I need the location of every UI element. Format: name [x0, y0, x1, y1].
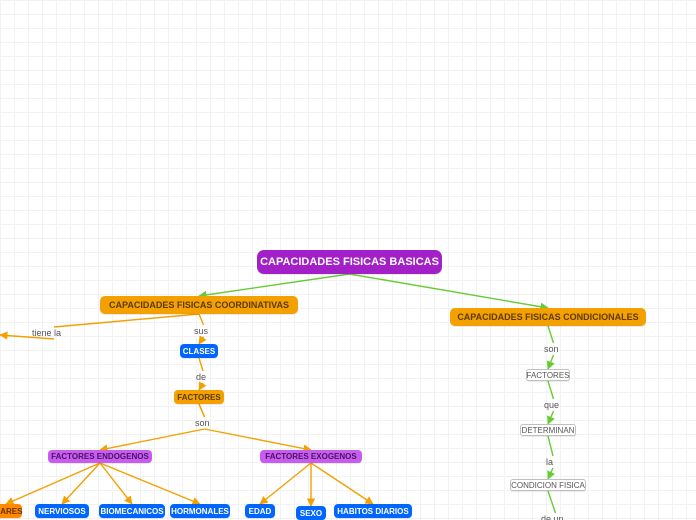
concept-map-canvas[interactable]: CAPACIDADES FISICAS BASICAS CAPACIDADES F… — [0, 0, 696, 520]
node-edad[interactable]: EDAD — [245, 504, 275, 518]
edge-label-que: que — [544, 400, 559, 410]
edge-label-son2: son — [544, 344, 559, 354]
node-label: ULARES — [0, 507, 22, 516]
edge-label-son1: son — [195, 418, 210, 428]
node-label: FACTORES ENDOGENOS — [51, 452, 149, 461]
node-exo[interactable]: FACTORES EXOGENOS — [260, 450, 362, 463]
node-condfis[interactable]: CONDICION FISICA — [510, 479, 586, 491]
node-horm[interactable]: HORMONALES — [170, 504, 230, 518]
node-label: CLASES — [183, 347, 215, 356]
node-habitos[interactable]: HABITOS DIARIOS — [334, 504, 412, 518]
node-label: CAPACIDADES FISICAS CONDICIONALES — [457, 312, 638, 322]
node-nerv[interactable]: NERVIOSOS — [35, 504, 89, 518]
node-label: NERVIOSOS — [38, 507, 85, 516]
edge-label-deun: de un — [541, 514, 564, 520]
edge-label-la: la — [546, 457, 553, 467]
node-endo[interactable]: FACTORES ENDOGENOS — [48, 450, 152, 463]
node-fact2[interactable]: FACTORES — [526, 369, 570, 381]
node-clases[interactable]: CLASES — [180, 344, 218, 358]
node-ulares[interactable]: ULARES — [0, 504, 22, 518]
node-cond[interactable]: CAPACIDADES FISICAS CONDICIONALES — [450, 308, 646, 326]
node-label: FACTORES — [177, 393, 220, 402]
node-label: HABITOS DIARIOS — [337, 507, 408, 516]
node-coord[interactable]: CAPACIDADES FISICAS COORDINATIVAS — [100, 296, 298, 314]
node-label: SEXO — [300, 509, 322, 518]
edge-label-sus: sus — [194, 326, 208, 336]
node-root[interactable]: CAPACIDADES FISICAS BASICAS — [257, 250, 442, 274]
node-label: EDAD — [249, 507, 272, 516]
node-factores[interactable]: FACTORES — [174, 390, 224, 404]
node-label: FACTORES EXOGENOS — [265, 452, 356, 461]
node-label: CONDICION FISICA — [511, 481, 585, 490]
node-label: DETERMINAN — [522, 426, 575, 435]
node-sexo[interactable]: SEXO — [296, 506, 326, 520]
node-determ[interactable]: DETERMINAN — [520, 424, 576, 436]
edge-label-de: de — [196, 372, 206, 382]
node-label: BIOMECANICOS — [100, 507, 163, 516]
node-label: FACTORES — [527, 371, 570, 380]
node-label: CAPACIDADES FISICAS COORDINATIVAS — [109, 300, 289, 310]
node-label: CAPACIDADES FISICAS BASICAS — [260, 256, 439, 268]
edge-label-tiene: tiene la — [32, 328, 61, 338]
node-label: HORMONALES — [171, 507, 229, 516]
node-biome[interactable]: BIOMECANICOS — [99, 504, 165, 518]
